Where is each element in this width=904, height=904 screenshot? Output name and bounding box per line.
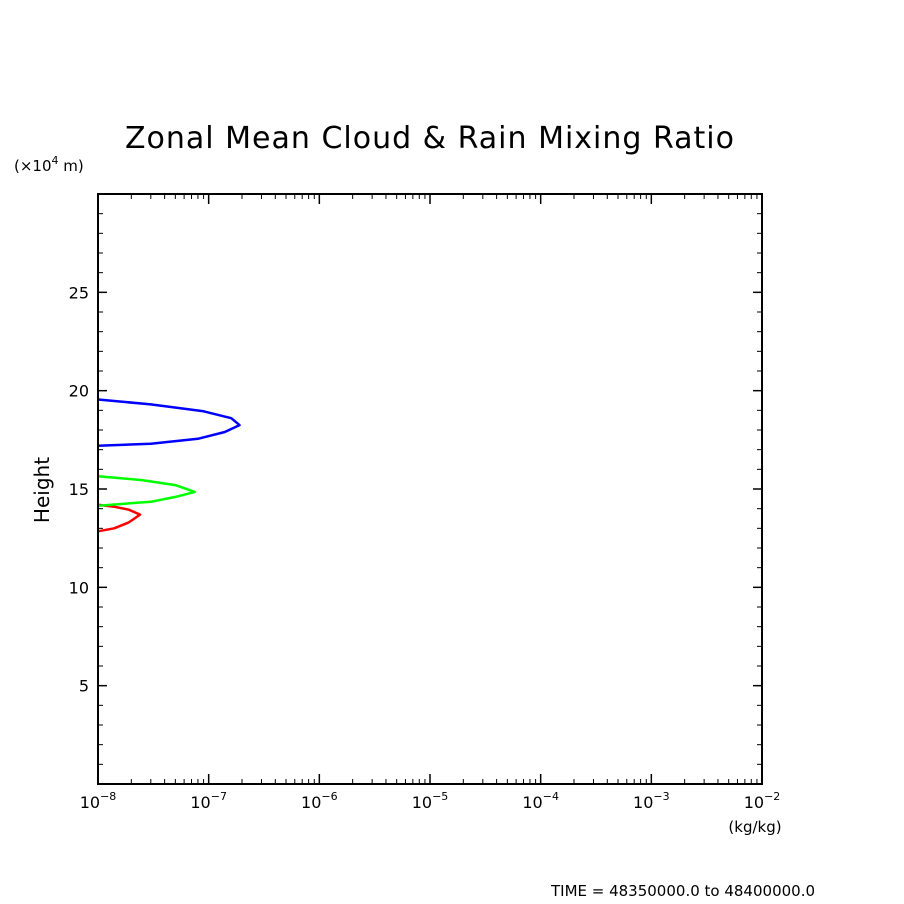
x-tick-label: 10−3 (633, 790, 670, 812)
x-tick-base: 10 (80, 793, 100, 812)
x-tick-label: 10−7 (190, 790, 227, 812)
series-line-2 (97, 474, 197, 507)
x-tick-exponent: −4 (543, 790, 559, 803)
x-tick-base: 10 (301, 793, 321, 812)
x-tick-base: 10 (190, 793, 210, 812)
y-tick-label: 5 (79, 677, 89, 696)
x-tick-exponent: −8 (100, 790, 116, 803)
time-range-footer: TIME = 48350000.0 to 48400000.0 (550, 882, 815, 900)
x-tick-base: 10 (744, 793, 764, 812)
y-tick-label: 25 (69, 283, 89, 302)
x-tick-exponent: −3 (653, 790, 669, 803)
x-tick-label: 10−5 (412, 790, 449, 812)
x-tick-label: 10−2 (744, 790, 781, 812)
x-tick-exponent: −2 (764, 790, 780, 803)
plot-frame (97, 193, 763, 785)
x-tick-base: 10 (633, 793, 653, 812)
x-tick-base: 10 (522, 793, 542, 812)
y-axis-label: Height (30, 457, 54, 523)
x-tick-exponent: −7 (211, 790, 227, 803)
x-tick-label: 10−6 (301, 790, 338, 812)
y-tick-label: 15 (69, 480, 89, 499)
x-tick-label: 10−4 (522, 790, 559, 812)
y-tick-label: 10 (69, 578, 89, 597)
chart-title: Zonal Mean Cloud & Rain Mixing Ratio (125, 121, 735, 156)
x-unit-label: (kg/kg) (728, 818, 781, 836)
x-tick-exponent: −6 (321, 790, 337, 803)
y-tick-label: 20 (69, 382, 89, 401)
x-tick-exponent: −5 (432, 790, 448, 803)
y-unit-label: (×104 m) (14, 154, 84, 175)
y-unit-prefix: (×10 (14, 157, 52, 175)
y-unit-suffix: m) (59, 157, 84, 175)
x-tick-base: 10 (412, 793, 432, 812)
y-unit-exponent: 4 (52, 154, 59, 167)
series-group (97, 398, 241, 533)
series-line-3 (97, 398, 241, 447)
series-line-1 (97, 503, 142, 533)
x-tick-label: 10−8 (80, 790, 117, 812)
